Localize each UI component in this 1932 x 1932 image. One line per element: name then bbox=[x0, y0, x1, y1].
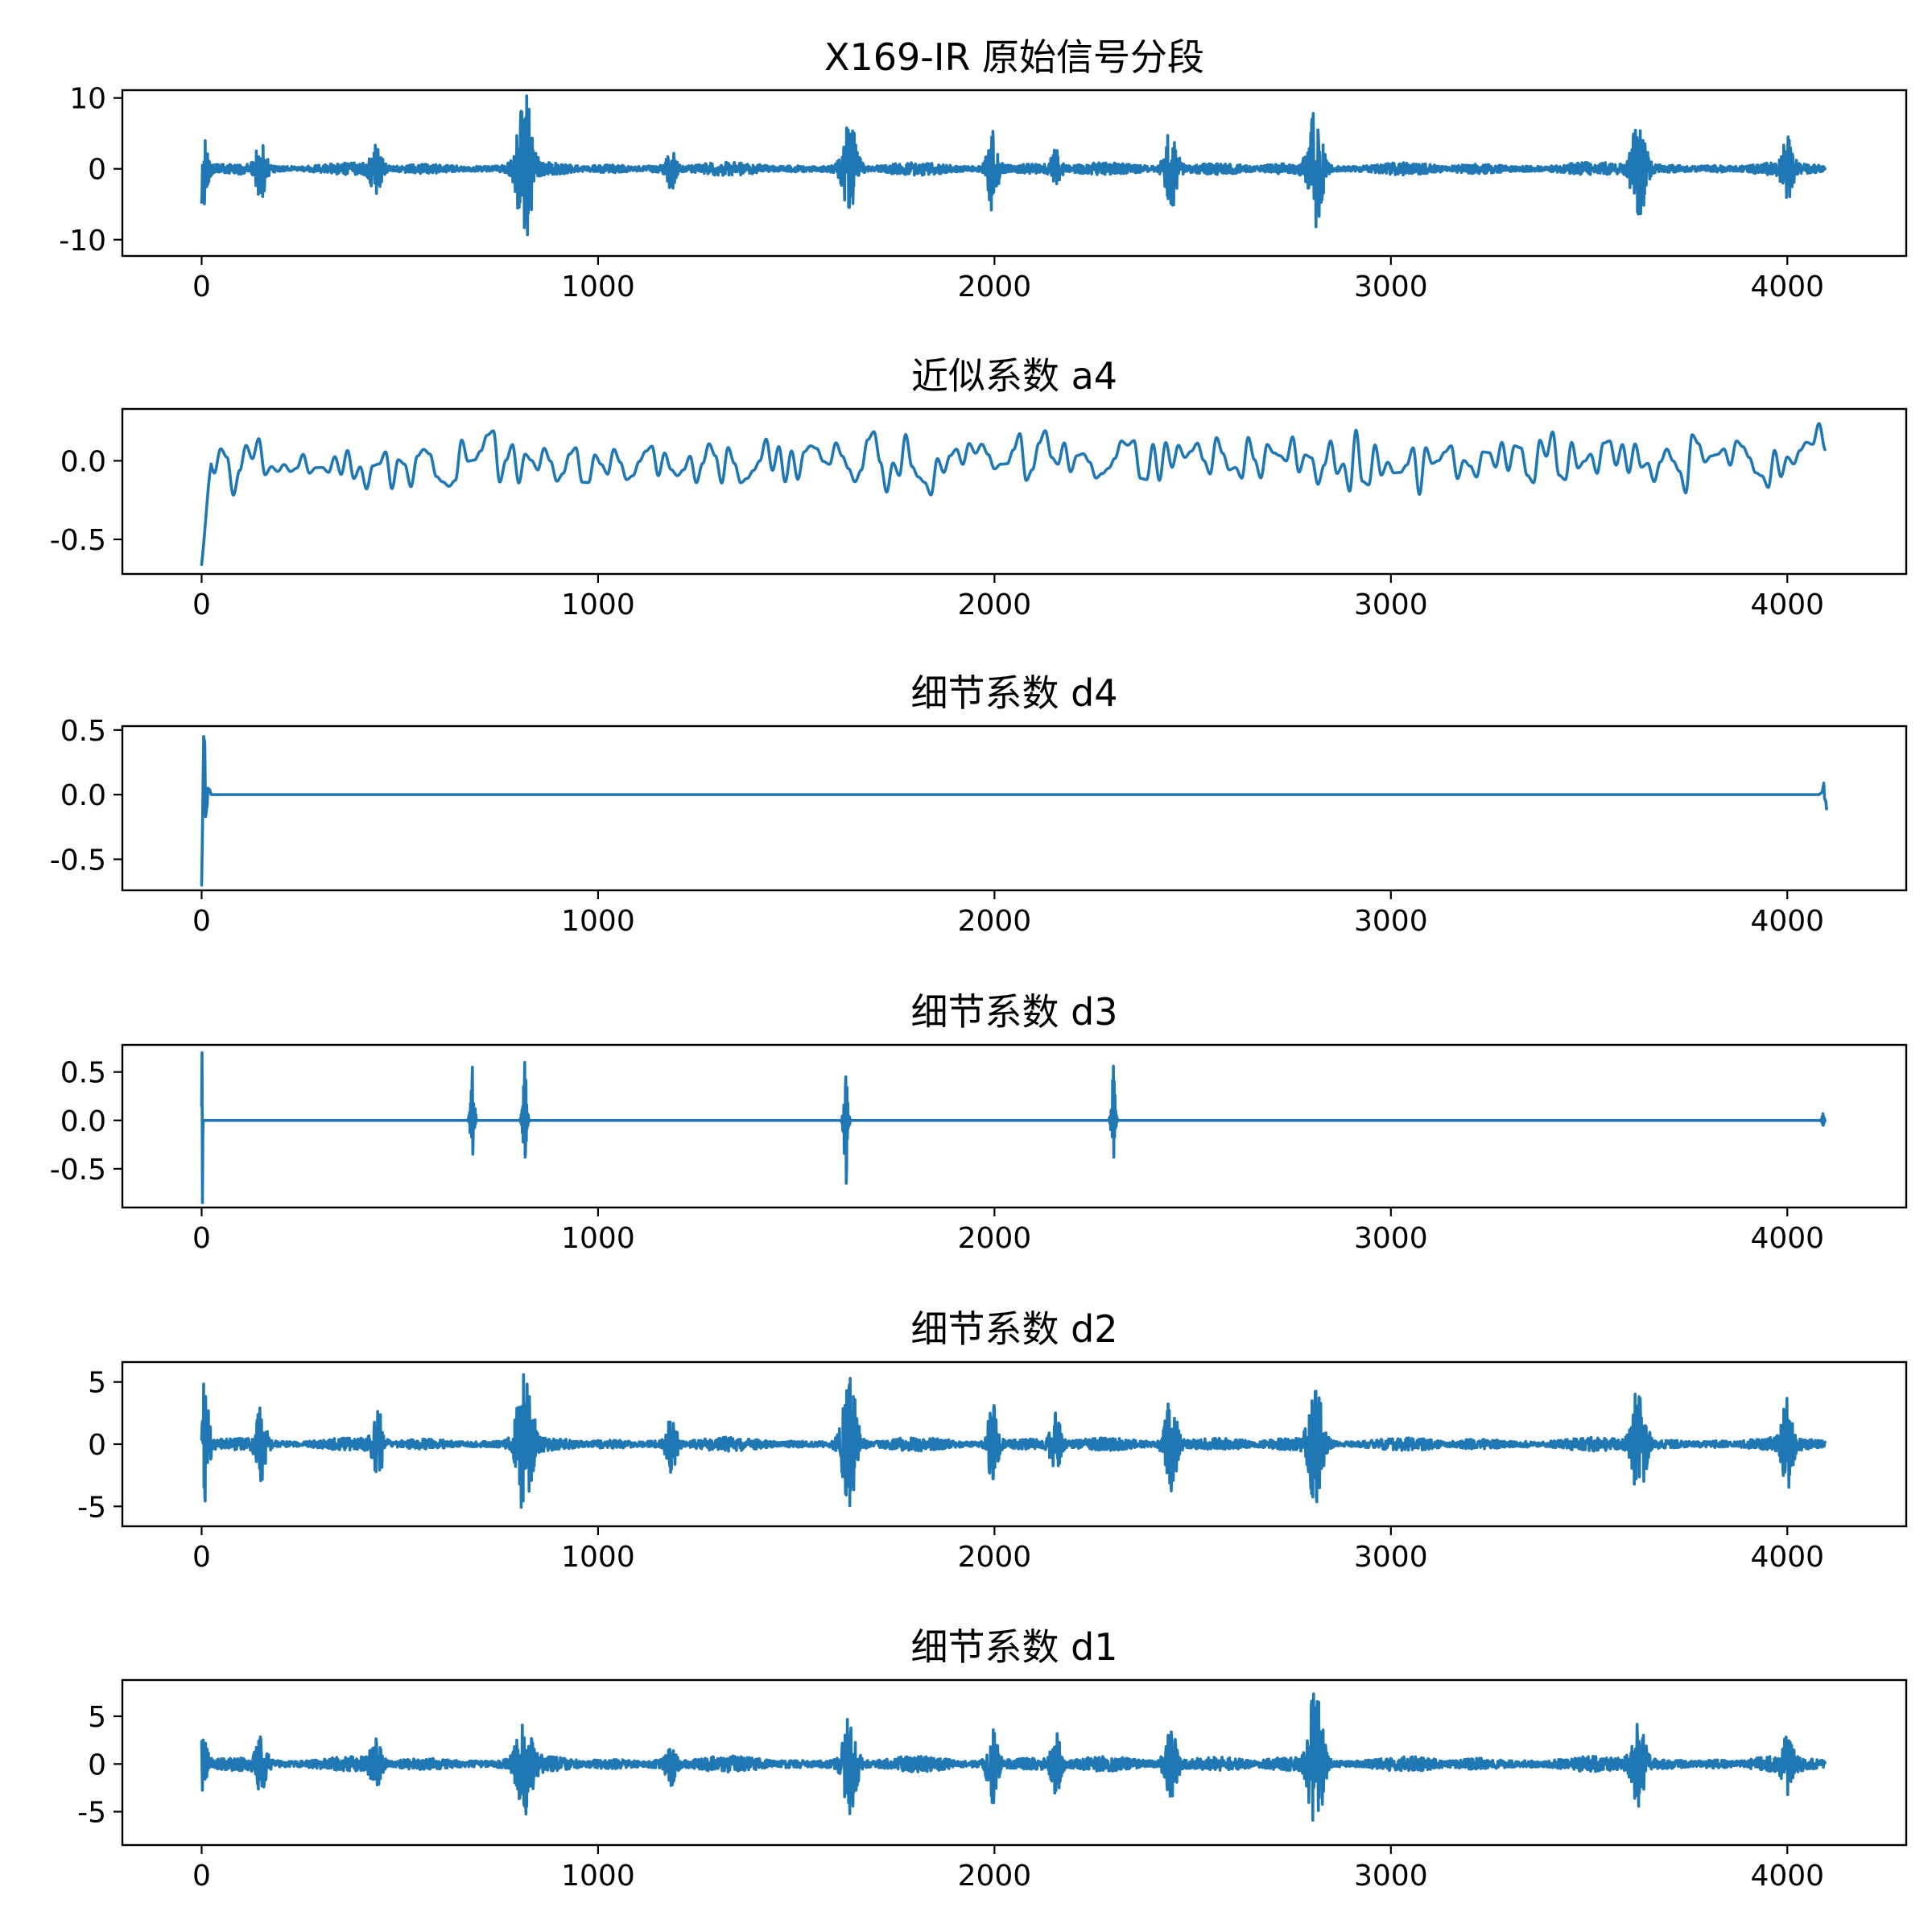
series-line bbox=[200, 1373, 1827, 1509]
y-tick-label: 0 bbox=[88, 154, 106, 187]
x-tick-label: 2000 bbox=[958, 1860, 1032, 1893]
x-tick-label: 0 bbox=[192, 270, 211, 303]
y-tick-label: -0.5 bbox=[50, 1154, 106, 1187]
x-tick-label: 0 bbox=[192, 1222, 211, 1255]
x-tick-label: 4000 bbox=[1750, 1860, 1824, 1893]
y-tick-label: -0.5 bbox=[50, 844, 106, 877]
x-tick-label: 4000 bbox=[1750, 270, 1824, 303]
y-tick-label: -0.5 bbox=[50, 524, 106, 557]
x-tick-label: 4000 bbox=[1750, 1222, 1824, 1255]
plot-frame bbox=[121, 1678, 1908, 1847]
y-tick-label: 0.5 bbox=[60, 715, 106, 748]
subplot-4: 细节系数 d3 0 1000 2000 3000 4000 0.5 0.0 -0.5 bbox=[50, 990, 1908, 1255]
x-tick-label: 1000 bbox=[561, 588, 635, 621]
subplot-title: 细节系数 d1 bbox=[910, 1625, 1117, 1669]
y-tick-label: 5 bbox=[88, 1701, 106, 1734]
x-tick-label: 2000 bbox=[958, 1541, 1032, 1574]
x-tick-label: 2000 bbox=[958, 1222, 1032, 1255]
series-line bbox=[200, 422, 1827, 567]
subplot-5: 细节系数 d2 0 1000 2000 3000 4000 5 0 -5 bbox=[77, 1307, 1908, 1574]
x-tick-label: 4000 bbox=[1750, 905, 1824, 938]
x-tick-label: 1000 bbox=[561, 270, 635, 303]
subplot-title: X169-IR 原始信号分段 bbox=[824, 35, 1204, 79]
x-tick-label: 3000 bbox=[1354, 588, 1428, 621]
x-tick-label: 3000 bbox=[1354, 1541, 1428, 1574]
x-tick-label: 3000 bbox=[1354, 270, 1428, 303]
y-tick-label: 0 bbox=[88, 1429, 106, 1462]
x-tick-label: 1000 bbox=[561, 1860, 635, 1893]
y-tick-label: 0.0 bbox=[60, 1105, 106, 1138]
series-line bbox=[200, 1051, 1827, 1204]
plot-frame bbox=[121, 1043, 1908, 1209]
x-tick-label: 3000 bbox=[1354, 905, 1428, 938]
y-tick-label: -5 bbox=[77, 1491, 106, 1524]
x-tick-label: 1000 bbox=[561, 1541, 635, 1574]
subplot-title: 近似系数 a4 bbox=[911, 354, 1117, 398]
x-tick-label: 0 bbox=[192, 1860, 211, 1893]
x-tick-label: 0 bbox=[192, 1541, 211, 1574]
subplot-2: 近似系数 a4 0 1000 2000 3000 4000 0.0 -0.5 bbox=[50, 354, 1908, 621]
series-line bbox=[200, 94, 1827, 237]
x-tick-label: 2000 bbox=[958, 588, 1032, 621]
y-tick-label: 0.5 bbox=[60, 1057, 106, 1090]
series-line bbox=[200, 1692, 1827, 1822]
x-tick-label: 0 bbox=[192, 905, 211, 938]
x-tick-label: 4000 bbox=[1750, 588, 1824, 621]
y-tick-label: -10 bbox=[59, 225, 106, 258]
y-tick-label: 0 bbox=[88, 1748, 106, 1781]
subplot-title: 细节系数 d2 bbox=[910, 1307, 1117, 1351]
y-tick-label: 0.0 bbox=[60, 445, 106, 478]
y-tick-label: 5 bbox=[88, 1367, 106, 1400]
x-tick-label: 3000 bbox=[1354, 1860, 1428, 1893]
y-tick-label: -5 bbox=[77, 1797, 106, 1830]
x-tick-label: 2000 bbox=[958, 270, 1032, 303]
subplot-6: 细节系数 d1 0 1000 2000 3000 4000 5 0 -5 bbox=[77, 1625, 1908, 1893]
subplot-3: 细节系数 d4 0 1000 2000 3000 4000 0.5 0.0 -0.5 bbox=[50, 671, 1908, 938]
x-tick-label: 4000 bbox=[1750, 1541, 1824, 1574]
y-tick-label: 0.0 bbox=[60, 779, 106, 812]
series-line bbox=[200, 735, 1828, 887]
x-tick-label: 0 bbox=[192, 588, 211, 621]
subplot-title: 细节系数 d4 bbox=[910, 671, 1117, 715]
plot-frame bbox=[121, 89, 1908, 258]
subplot-title: 细节系数 d3 bbox=[910, 990, 1117, 1034]
x-tick-label: 3000 bbox=[1354, 1222, 1428, 1255]
x-tick-label: 1000 bbox=[561, 905, 635, 938]
subplot-1: X169-IR 原始信号分段 0 1000 2000 3000 4000 10 0 -10 bbox=[59, 35, 1908, 303]
plot-frame bbox=[121, 407, 1908, 576]
y-tick-label: 10 bbox=[69, 83, 106, 116]
x-tick-label: 1000 bbox=[561, 1222, 635, 1255]
x-tick-label: 2000 bbox=[958, 905, 1032, 938]
plot-frame bbox=[121, 724, 1908, 892]
